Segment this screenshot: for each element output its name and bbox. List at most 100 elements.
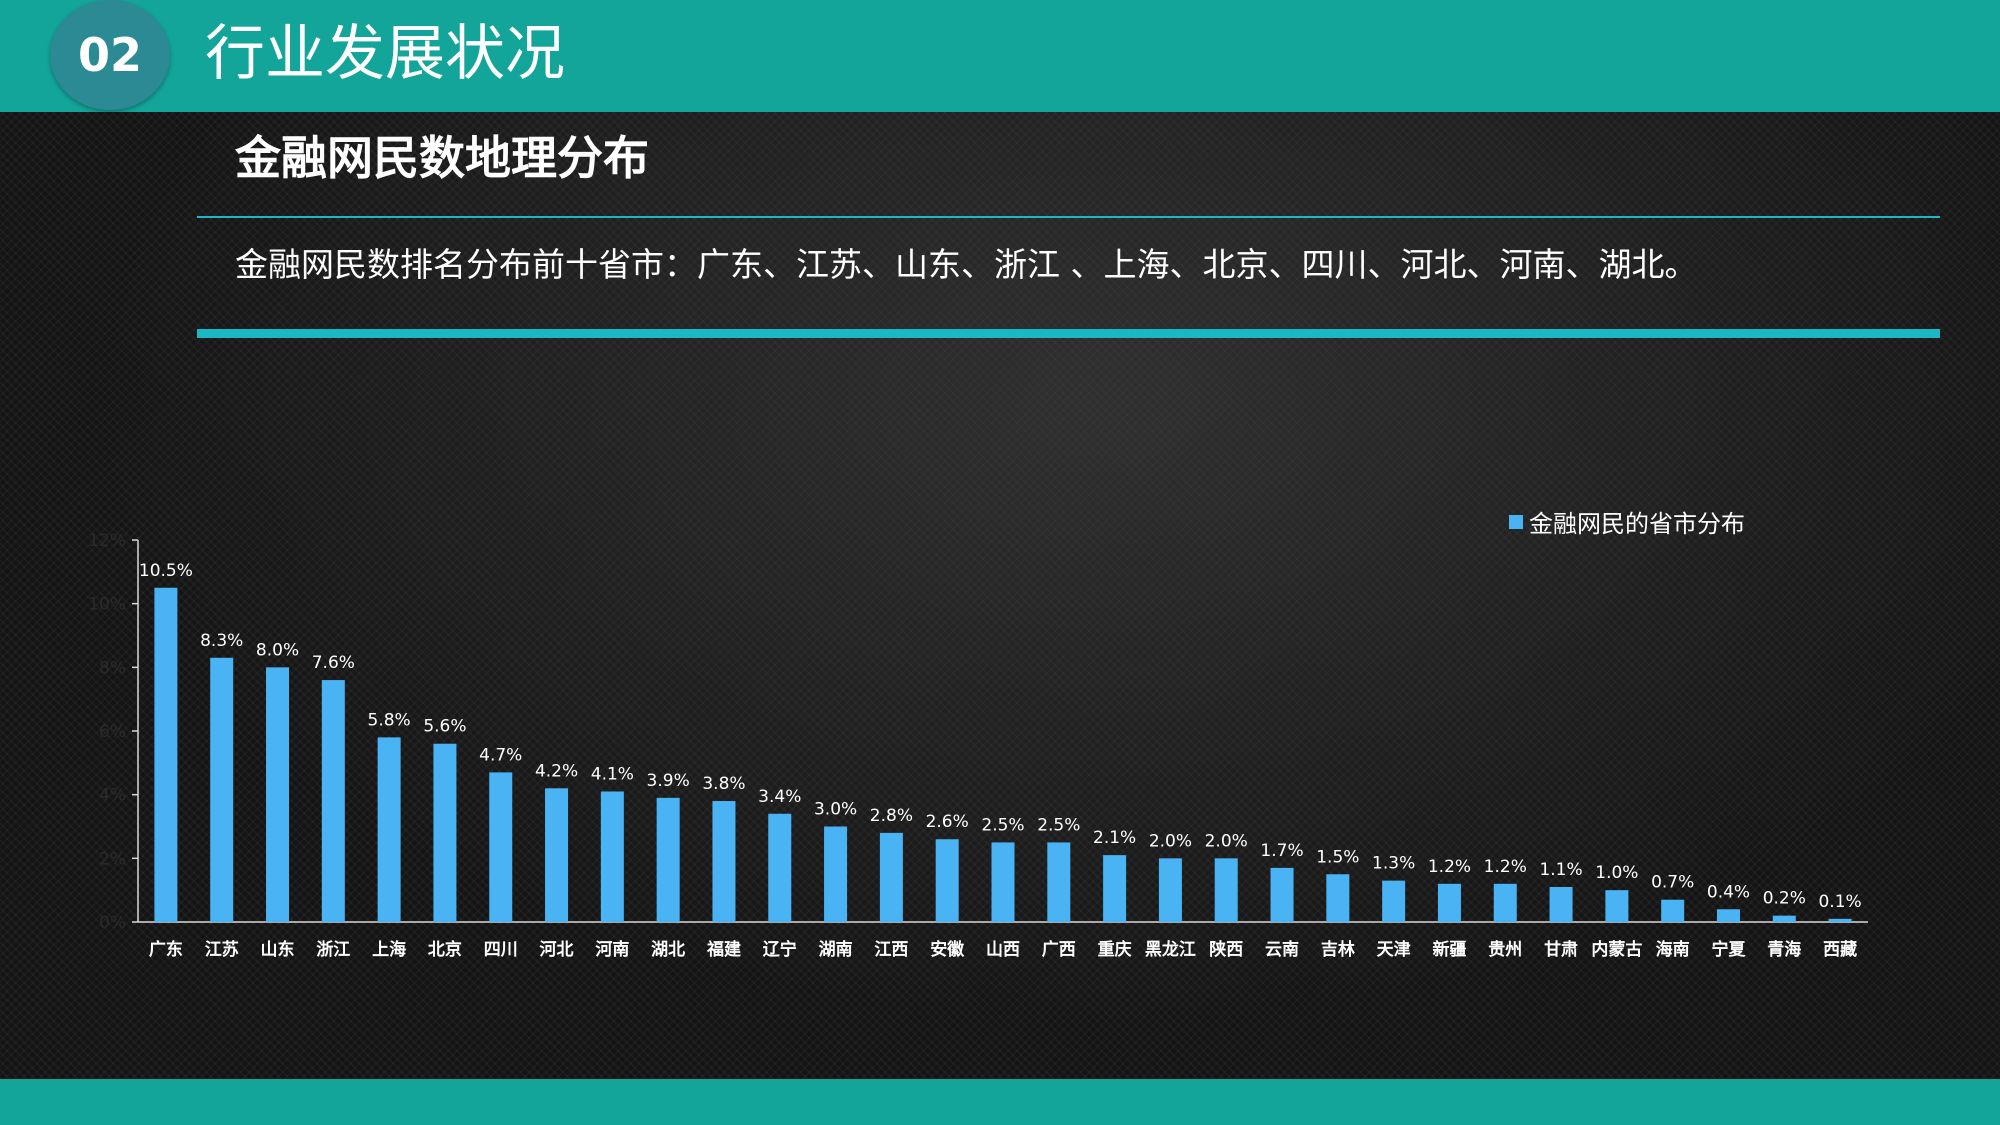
- chart-value-labels: 10.5% 8.3% 8.0% 7.6% 5.8% 5.6% 4.7% 4.2% 4.1% 3.9…: [139, 561, 1862, 912]
- bar-value-label: 4.2%: [535, 761, 578, 781]
- category-label: 辽宁: [763, 939, 797, 960]
- bar: [433, 743, 457, 922]
- bar: [489, 772, 513, 922]
- legend-swatch: [1509, 515, 1523, 529]
- section-number-badge: 02: [50, 0, 170, 110]
- category-label: 新疆: [1432, 939, 1466, 960]
- category-label: 山西: [986, 940, 1020, 960]
- category-label: 青海: [1767, 939, 1801, 960]
- bar-value-label: 2.5%: [1037, 815, 1080, 835]
- bar: [1661, 899, 1685, 922]
- bar-value-label: 3.0%: [814, 800, 857, 820]
- bar-value-label: 0.4%: [1707, 882, 1750, 902]
- bar: [1828, 918, 1852, 922]
- bar: [1716, 909, 1740, 922]
- category-label: 上海: [372, 939, 406, 960]
- category-label: 陕西: [1209, 939, 1243, 960]
- category-label: 江苏: [205, 939, 239, 960]
- category-label: 广西: [1042, 939, 1076, 960]
- bar-value-label: 3.4%: [758, 787, 801, 807]
- bar: [1047, 842, 1071, 922]
- bar-value-label: 4.1%: [591, 764, 634, 784]
- legend-label: 金融网民的省市分布: [1529, 510, 1745, 538]
- category-label: 内蒙古: [1591, 939, 1642, 960]
- category-label: 浙江: [316, 939, 350, 960]
- bar: [824, 826, 848, 922]
- section-subtitle: 金融网民数地理分布: [235, 131, 649, 185]
- bar: [1549, 886, 1573, 922]
- bar-value-label: 10.5%: [139, 561, 193, 581]
- bar-value-label: 8.0%: [256, 640, 299, 660]
- bar: [1772, 915, 1796, 922]
- bar: [154, 587, 178, 922]
- bar-value-label: 3.8%: [702, 774, 745, 794]
- bar: [1605, 890, 1629, 922]
- category-label: 宁夏: [1711, 939, 1746, 960]
- category-label: 重庆: [1098, 939, 1132, 960]
- chart-axes: 0% 2% 4% 6% 8% 10% 12%: [88, 531, 1868, 933]
- bar: [1326, 874, 1350, 922]
- category-label: 甘肃: [1544, 939, 1578, 960]
- bar-value-label: 0.7%: [1651, 873, 1694, 893]
- bar-value-label: 1.2%: [1428, 857, 1471, 877]
- bar: [1382, 880, 1406, 922]
- bar-value-label: 2.6%: [926, 812, 969, 832]
- y-tick-label: 8%: [99, 658, 126, 678]
- bar-value-label: 1.2%: [1484, 857, 1527, 877]
- y-tick-label: 6%: [99, 722, 126, 742]
- bar: [266, 667, 290, 922]
- chart-bars: [154, 587, 1852, 922]
- category-label: 山东: [261, 939, 295, 960]
- bar: [1493, 883, 1517, 922]
- bar-value-label: 2.8%: [870, 806, 913, 826]
- category-label: 江西: [874, 940, 908, 960]
- bar-value-label: 1.1%: [1539, 860, 1582, 880]
- category-label: 黑龙江: [1145, 939, 1196, 960]
- category-label: 广东: [149, 939, 183, 960]
- bar-value-label: 1.3%: [1372, 854, 1415, 874]
- divider-thick: [197, 329, 1940, 338]
- y-tick-label: 0%: [99, 913, 126, 933]
- chart-category-labels: 广东 江苏 山东 浙江 上海 北京 四川 河北 河南 湖北 福建 辽宁 湖南 江西 安徽 山西 广西 重庆 黑龙江陕…: [149, 939, 1857, 960]
- bar-value-label: 2.0%: [1149, 831, 1192, 851]
- bar-value-label: 3.9%: [647, 771, 690, 791]
- chart-legend: 金融网民的省市分布: [1509, 510, 1745, 538]
- bar: [210, 657, 234, 922]
- bar-value-label: 2.5%: [981, 815, 1024, 835]
- category-label: 河南: [595, 939, 629, 960]
- bar: [768, 813, 792, 922]
- bar-chart: 0% 2% 4% 6% 8% 10% 12% 10.5% 8.3% 8.0% 7.6% 5.8% 5.…: [88, 510, 1868, 960]
- y-tick-label: 4%: [99, 786, 126, 806]
- category-label: 河北: [540, 940, 574, 960]
- bar: [1103, 855, 1127, 922]
- category-label: 福建: [706, 939, 741, 960]
- bar-value-label: 1.7%: [1260, 841, 1303, 861]
- category-label: 吉林: [1321, 939, 1355, 960]
- bar-value-label: 4.7%: [479, 745, 522, 765]
- category-label: 安徽: [930, 939, 965, 960]
- y-tick-label: 10%: [88, 595, 126, 615]
- footer-bar: [0, 1079, 2000, 1125]
- bar: [545, 788, 569, 922]
- category-label: 贵州: [1488, 939, 1522, 960]
- bar: [1437, 883, 1461, 922]
- bar: [1270, 867, 1294, 922]
- bar-value-label: 5.8%: [368, 710, 411, 730]
- bar: [377, 737, 401, 922]
- bar-value-label: 5.6%: [423, 717, 466, 737]
- summary-text: 金融网民数排名分布前十省市：广东、江苏、山东、浙江 、上海、北京、四川、河北、河…: [235, 245, 1698, 284]
- category-label: 海南: [1656, 939, 1690, 960]
- bar-value-label: 2.1%: [1093, 828, 1136, 848]
- category-label: 湖北: [651, 940, 685, 960]
- bar: [321, 680, 345, 922]
- category-label: 四川: [484, 940, 518, 960]
- bar-value-label: 7.6%: [312, 653, 355, 673]
- bar: [600, 791, 624, 922]
- y-tick-label: 12%: [88, 531, 126, 551]
- header-bar: 02 行业发展状况: [0, 0, 2000, 112]
- bar: [879, 832, 903, 922]
- bar-value-label: 0.2%: [1763, 889, 1806, 909]
- bar: [1158, 858, 1182, 922]
- category-label: 云南: [1265, 939, 1299, 960]
- bar-value-label: 1.0%: [1595, 863, 1638, 883]
